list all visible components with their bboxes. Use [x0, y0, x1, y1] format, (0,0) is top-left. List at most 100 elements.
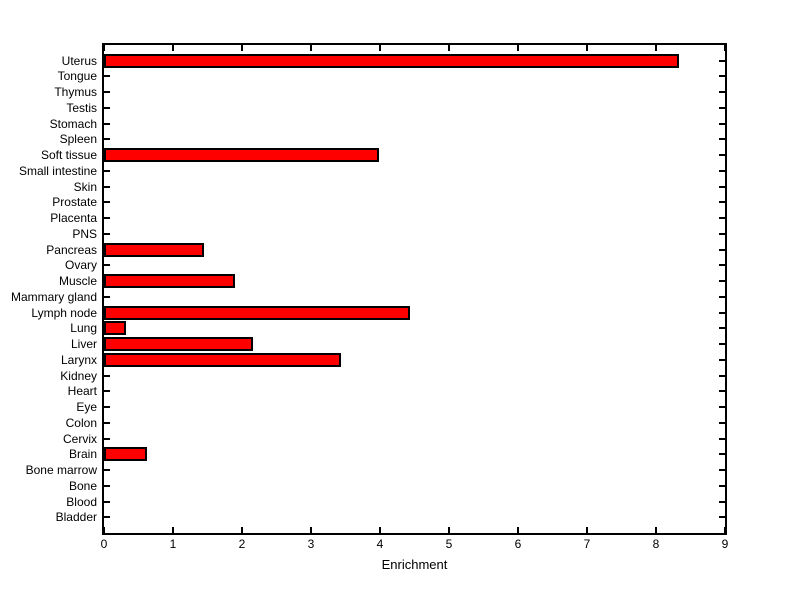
- x-tick-top: [655, 45, 657, 51]
- x-tick-label: 8: [652, 537, 660, 551]
- y-tick-left: [104, 106, 110, 109]
- x-tick-label: 2: [238, 537, 246, 551]
- y-tick-left: [104, 138, 110, 141]
- y-tick-right: [719, 516, 725, 519]
- y-tick-right: [719, 390, 725, 393]
- y-tick-right: [719, 232, 725, 235]
- y-tick-label: Colon: [65, 415, 97, 430]
- y-tick-label: Cervix: [62, 431, 97, 446]
- plot-area: Enrichment Uterus Tongue Thymus Testis Stoma…: [11, 43, 728, 572]
- x-tick-label: 4: [376, 537, 384, 551]
- x-tick-top: [448, 45, 450, 51]
- y-tick-left: [104, 421, 110, 424]
- y-tick-right: [719, 280, 725, 283]
- y-tick-left: [104, 500, 110, 503]
- y-tick-right: [719, 500, 725, 503]
- y-tick-label: Tongue: [57, 69, 97, 84]
- y-tick-label: Uterus: [61, 53, 97, 68]
- y-tick-left: [104, 75, 110, 78]
- y-tick-right: [719, 421, 725, 424]
- y-tick-right: [719, 327, 725, 330]
- y-tick-left: [104, 295, 110, 298]
- x-tick-bottom: [586, 527, 588, 533]
- y-tick-label: Thymus: [54, 85, 97, 100]
- y-tick-label: Liver: [70, 337, 97, 352]
- y-tick-right: [719, 437, 725, 440]
- y-tick-left: [104, 374, 110, 377]
- y-tick-label: Kidney: [60, 368, 97, 383]
- x-tick-bottom: [103, 527, 105, 533]
- x-tick-bottom: [448, 527, 450, 533]
- y-tick-right: [719, 311, 725, 314]
- y-tick-right: [719, 138, 725, 141]
- x-tick-bottom: [172, 527, 174, 533]
- y-tick-right: [719, 75, 725, 78]
- bar: [104, 352, 341, 367]
- y-tick-left: [104, 91, 110, 94]
- y-tick-label: Stomach: [49, 116, 97, 131]
- y-tick-label: Prostate: [52, 195, 97, 210]
- y-tick-label: Larynx: [60, 352, 97, 367]
- bar: [104, 337, 253, 352]
- y-tick-label: Pancreas: [46, 242, 97, 257]
- y-tick-left: [104, 264, 110, 267]
- y-tick-left: [104, 437, 110, 440]
- y-tick-left: [104, 516, 110, 519]
- y-tick-label: Small intestine: [18, 163, 97, 178]
- x-tick-label: 9: [721, 537, 729, 551]
- y-tick-right: [719, 201, 725, 204]
- x-tick-top: [379, 45, 381, 51]
- bar: [104, 447, 147, 462]
- y-tick-label: Eye: [76, 400, 97, 415]
- y-tick-left: [104, 201, 110, 204]
- y-tick-right: [719, 248, 725, 251]
- y-tick-label: Placenta: [50, 211, 97, 226]
- x-tick-top: [241, 45, 243, 51]
- y-tick-right: [719, 169, 725, 172]
- y-tick-right: [719, 59, 725, 62]
- y-tick-label: Bladder: [55, 510, 97, 525]
- y-tick-right: [719, 374, 725, 377]
- y-tick-left: [104, 217, 110, 220]
- x-axis-label: Enrichment: [381, 557, 448, 572]
- y-tick-right: [719, 469, 725, 472]
- y-tick-left: [104, 469, 110, 472]
- y-tick-label: Brain: [68, 447, 97, 462]
- y-tick-label: Testis: [66, 100, 97, 115]
- y-tick-label: Ovary: [64, 258, 97, 273]
- bar: [104, 242, 204, 257]
- x-tick-label: 0: [100, 537, 108, 551]
- x-tick-bottom: [655, 527, 657, 533]
- x-tick-top: [103, 45, 105, 51]
- y-tick-right: [719, 484, 725, 487]
- x-tick-top: [724, 45, 726, 51]
- x-tick-bottom: [517, 527, 519, 533]
- x-tick-top: [310, 45, 312, 51]
- y-tick-right: [719, 358, 725, 361]
- y-tick-left: [104, 406, 110, 409]
- y-tick-label: Bone: [68, 478, 97, 493]
- y-tick-label: PNS: [72, 226, 97, 241]
- y-tick-right: [719, 264, 725, 267]
- y-tick-label: Soft tissue: [40, 148, 97, 163]
- y-tick-left: [104, 484, 110, 487]
- y-tick-label: Spleen: [59, 132, 97, 147]
- x-tick-top: [517, 45, 519, 51]
- x-tick-label: 1: [169, 537, 177, 551]
- y-tick-left: [104, 169, 110, 172]
- y-tick-right: [719, 106, 725, 109]
- bar: [104, 321, 126, 336]
- y-tick-right: [719, 406, 725, 409]
- x-tick-label: 7: [583, 537, 591, 551]
- y-tick-right: [719, 343, 725, 346]
- y-tick-right: [719, 154, 725, 157]
- bar: [104, 53, 679, 68]
- x-tick-label: 3: [307, 537, 315, 551]
- y-tick-right: [719, 453, 725, 456]
- y-tick-label: Heart: [67, 384, 97, 399]
- bar: [104, 148, 379, 163]
- y-tick-left: [104, 185, 110, 188]
- y-tick-label: Lung: [70, 321, 97, 336]
- x-tick-top: [172, 45, 174, 51]
